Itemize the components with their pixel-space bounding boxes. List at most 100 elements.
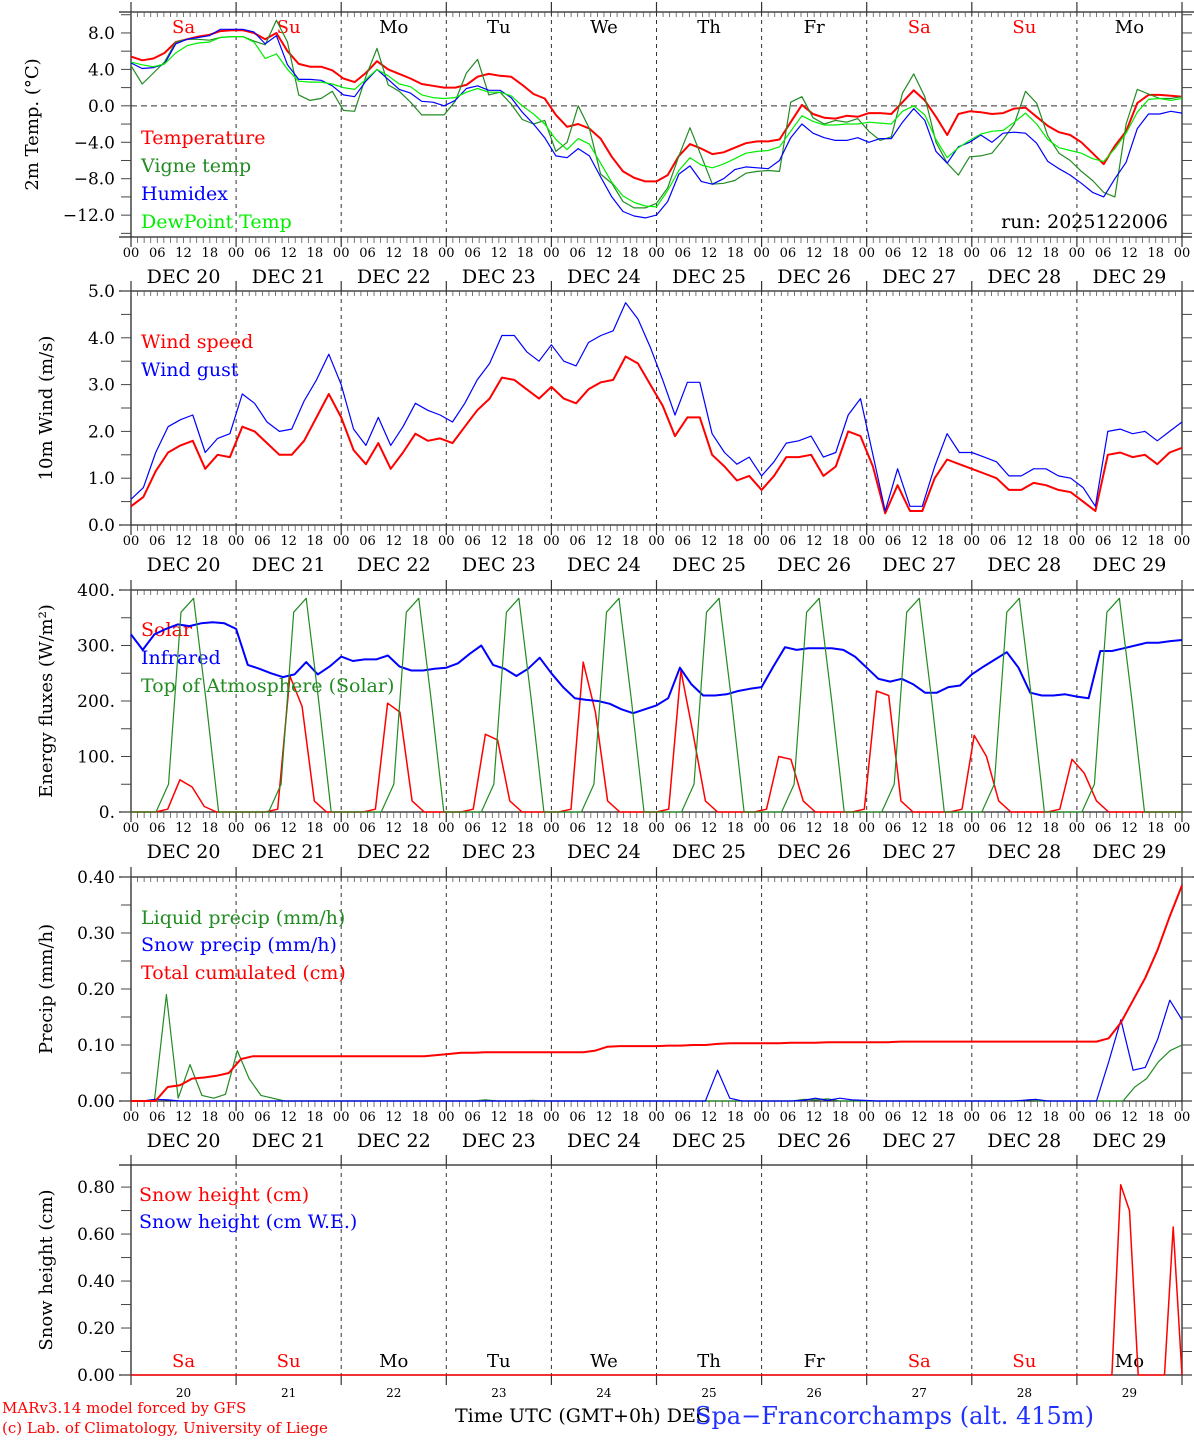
x-hour-label: 18: [202, 246, 219, 261]
x-day-number: 26: [807, 1386, 822, 1400]
x-hour-label: 18: [307, 534, 324, 549]
x-hour-label: 00: [648, 534, 665, 549]
x-hour-label: 12: [1121, 534, 1138, 549]
day-of-week-label: Mo: [1115, 1351, 1144, 1372]
x-hour-label: 00: [964, 534, 981, 549]
x-hour-label: 18: [832, 534, 849, 549]
x-hour-label: 06: [675, 821, 692, 836]
x-hour-label: 18: [202, 821, 219, 836]
x-hour-label: 12: [596, 1110, 613, 1125]
y-axis-title: Snow height (cm): [36, 1189, 57, 1350]
x-hour-label: 06: [990, 534, 1007, 549]
x-day-number: 28: [1017, 1386, 1032, 1400]
day-of-week-label: Sa: [908, 17, 931, 38]
x-hour-label: 00: [333, 821, 350, 836]
panel-precip: 0.40 0.30 0.20 0.10 0.00 Precip (mm/h) 00 06 12 1…: [36, 867, 1194, 1152]
y-tick-label: 5.0: [88, 282, 115, 302]
day-of-week-label: Th: [697, 17, 721, 38]
legend-entry: Infrared: [141, 647, 221, 669]
x-date-label: DEC 28: [987, 554, 1061, 576]
x-hour-label: 12: [701, 246, 718, 261]
x-hour-label: 18: [412, 246, 429, 261]
x-hour-label: 00: [1069, 246, 1086, 261]
x-hour-label: 00: [1174, 821, 1191, 836]
x-day-number: 21: [281, 1386, 296, 1400]
x-hour-label: 18: [832, 246, 849, 261]
y-tick-label: 200.: [77, 692, 115, 712]
x-hour-label: 00: [858, 534, 875, 549]
x-date-label: DEC 26: [777, 841, 851, 863]
x-hour-label: 00: [123, 246, 140, 261]
x-hour-label: 00: [648, 821, 665, 836]
y-axis-title: Energy fluxes (W/m²): [36, 604, 57, 798]
x-hour-label: 12: [806, 534, 823, 549]
x-hour-label: 12: [911, 246, 928, 261]
x-hour-label: 06: [675, 534, 692, 549]
x-date-label: DEC 26: [777, 554, 851, 576]
x-date-label: DEC 27: [882, 841, 956, 863]
y-tick-label: 0.20: [77, 1319, 115, 1339]
y-tick-label: 0.0: [88, 97, 115, 117]
x-hour-label: 06: [359, 821, 376, 836]
y-axis-title: Precip (mm/h): [36, 924, 57, 1054]
day-of-week-label: Sa: [172, 1351, 195, 1372]
credit-line-1: MARv3.14 model forced by GFS: [2, 1399, 247, 1417]
x-day-number: 24: [596, 1386, 612, 1400]
day-of-week-label: We: [590, 1351, 618, 1372]
y-tick-label: 0.80: [77, 1178, 115, 1198]
x-hour-label: 18: [517, 1110, 534, 1125]
x-hour-label: 06: [149, 534, 166, 549]
y-tick-label: 0.30: [77, 924, 115, 944]
x-hour-label: 00: [228, 821, 245, 836]
x-hour-label: 12: [596, 534, 613, 549]
x-hour-label: 12: [701, 821, 718, 836]
legend-entry: Top of Atmosphere (Solar): [141, 675, 394, 697]
x-date-label: DEC 20: [147, 266, 221, 288]
x-hour-label: 06: [359, 534, 376, 549]
x-hour-label: 06: [780, 821, 797, 836]
x-date-label: DEC 22: [357, 1130, 431, 1152]
x-hour-label: 18: [727, 1110, 744, 1125]
x-hour-label: 18: [832, 1110, 849, 1125]
x-hour-label: 06: [885, 821, 902, 836]
x-hour-label: 12: [491, 246, 508, 261]
x-hour-label: 00: [858, 246, 875, 261]
x-hour-label: 06: [569, 534, 586, 549]
x-hour-label: 12: [385, 1110, 402, 1125]
x-hour-label: 00: [438, 534, 455, 549]
x-hour-label: 00: [123, 821, 140, 836]
x-hour-label: 06: [254, 534, 271, 549]
x-date-label: DEC 29: [1093, 841, 1167, 863]
x-hour-label: 18: [412, 534, 429, 549]
x-hour-label: 12: [596, 246, 613, 261]
panel-snow: 0.80 0.60 0.40 0.20 0.00 Snow height (cm) 20 21…: [36, 1155, 1194, 1400]
x-hour-label: 18: [727, 821, 744, 836]
x-date-label: DEC 25: [672, 266, 746, 288]
x-hour-label: 06: [359, 246, 376, 261]
x-hour-label: 06: [780, 534, 797, 549]
series-line-dewpoint-temp: [130, 35, 1183, 208]
x-hour-label: 18: [307, 821, 324, 836]
x-hour-label: 18: [1147, 246, 1164, 261]
x-hour-label: 12: [1016, 246, 1033, 261]
series-line-infrared: [130, 621, 1183, 715]
legend-entry: Wind gust: [141, 359, 239, 381]
x-hour-label: 00: [648, 1110, 665, 1125]
x-hour-label: 18: [517, 821, 534, 836]
x-hour-label: 00: [543, 534, 560, 549]
x-hour-label: 00: [753, 534, 770, 549]
day-of-week-label: Fr: [804, 17, 825, 38]
x-hour-label: 00: [1069, 1110, 1086, 1125]
x-hour-label: 00: [1069, 821, 1086, 836]
x-day-number: 25: [701, 1386, 716, 1400]
x-hour-label: 00: [753, 1110, 770, 1125]
x-hour-label: 12: [385, 821, 402, 836]
x-date-label: DEC 22: [357, 841, 431, 863]
x-date-label: DEC 23: [462, 266, 536, 288]
day-of-week-label: Su: [1012, 17, 1036, 38]
x-date-label: DEC 29: [1093, 266, 1167, 288]
x-date-label: DEC 25: [672, 1130, 746, 1152]
legend-entry: Total cumulated (cm): [141, 962, 346, 984]
x-hour-label: 18: [307, 246, 324, 261]
x-date-label: DEC 24: [567, 1130, 641, 1152]
